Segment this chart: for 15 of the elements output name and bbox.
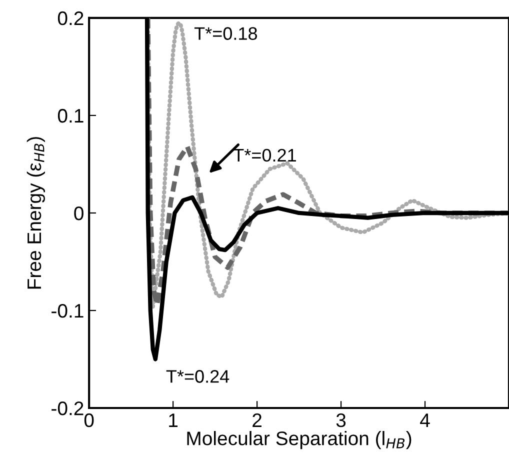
annotation: T*=0.18 <box>194 27 258 40</box>
y-axis-title: Free Energy (ε$_{HB}$) <box>26 137 46 289</box>
x-tick-label: 1 <box>169 414 178 427</box>
y-tick-label: -0.1 <box>52 304 84 318</box>
annotation: T*=0.24 <box>166 370 230 383</box>
y-tick-label: 0.1 <box>58 108 84 123</box>
x-tick-label: 0 <box>84 413 94 428</box>
x-tick-label: 3 <box>336 413 346 428</box>
x-axis-title: Molecular Separation (l$_{HB}$) <box>187 431 412 450</box>
annotation: T*=0.21 <box>234 148 296 162</box>
y-tick-label: -0.2 <box>52 401 84 416</box>
y-tick-label: 0 <box>74 206 84 220</box>
x-tick-label: 4 <box>420 414 430 427</box>
x-tick-label: 2 <box>252 413 262 427</box>
y-tick-label: 0.2 <box>58 11 84 26</box>
